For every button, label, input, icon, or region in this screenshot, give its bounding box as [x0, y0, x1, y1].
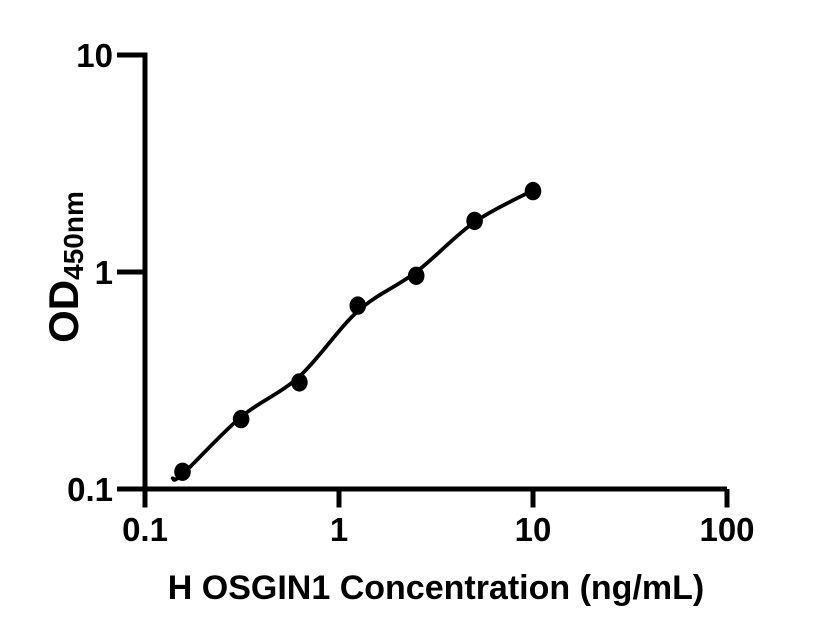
x-tick-label: 0.1 — [122, 511, 168, 548]
y-tick-label: 0.1 — [67, 471, 113, 508]
data-point — [232, 409, 250, 429]
data-point — [466, 211, 483, 231]
x-tick-label: 1 — [330, 511, 348, 548]
x-tick-label: 10 — [515, 511, 552, 548]
data-points-group — [174, 181, 542, 481]
x-tick-label: 100 — [699, 511, 754, 548]
axes-group — [117, 52, 730, 508]
data-point — [174, 462, 191, 481]
tick-labels-group: 10 1 0.10.1 1 10 100 — [67, 37, 754, 548]
fit-curve-line — [170, 188, 535, 482]
y-axis-title: OD450nm — [40, 191, 89, 343]
data-point — [407, 266, 425, 285]
y-axis-title-subscript: 450nm — [58, 191, 89, 280]
y-tick-label: 10 — [76, 37, 113, 74]
data-point — [349, 296, 367, 315]
y-axis-title-main: OD — [40, 280, 87, 343]
data-point — [524, 181, 542, 201]
data-point — [291, 373, 308, 392]
x-axis-title: H OSGIN1 Concentration (ng/mL) — [168, 569, 704, 607]
y-tick-label: 1 — [95, 254, 113, 291]
